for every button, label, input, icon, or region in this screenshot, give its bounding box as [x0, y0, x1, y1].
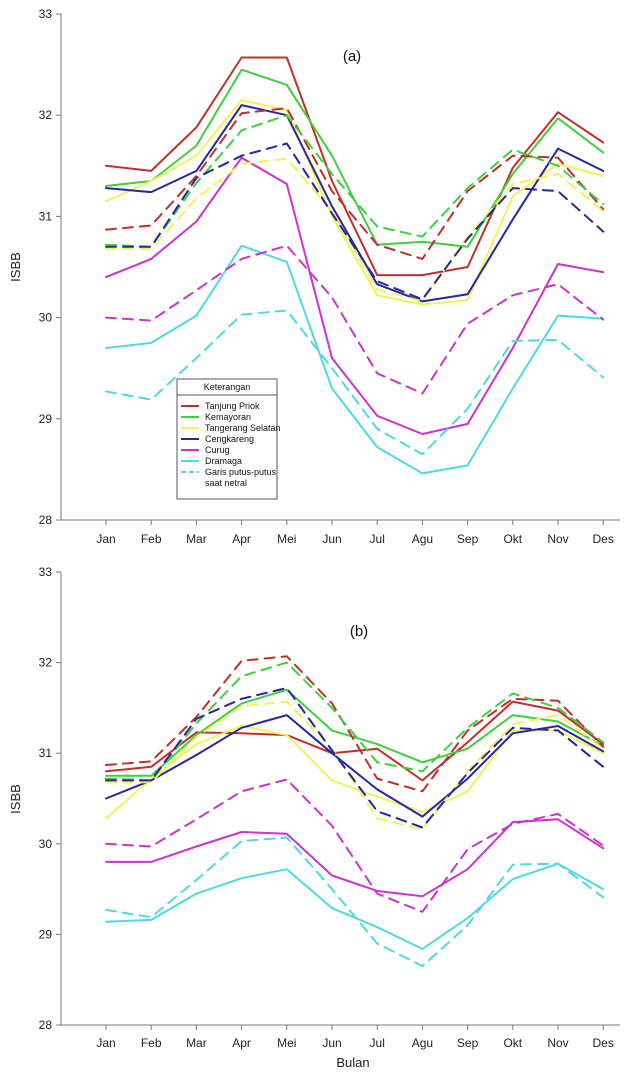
panel-a-x-tick-label: Sep — [457, 532, 479, 546]
panel-b-x-tick-label: Agu — [412, 1036, 433, 1050]
panel-b-x-axis-title: Bulan — [336, 1055, 369, 1070]
panel-b-series-kemayoran-neutral-dashed-line — [105, 661, 605, 782]
panel-a-y-tick-label: 29 — [39, 412, 53, 426]
panel-a-x-tick-label: Jun — [322, 532, 341, 546]
panel-a-x-tick-label: Des — [593, 532, 614, 546]
panel-b: (b) ISBB Bulan 28 29 30 31 32 33 Jan Feb Mar Apr… — [8, 565, 620, 1070]
legend-label-3: Cengkareng — [205, 434, 254, 444]
legend-label-4: Curug — [205, 445, 230, 455]
panel-a-x-tick-label: Agu — [412, 532, 433, 546]
panel-a-y-axis-title: ISBB — [8, 252, 23, 282]
panel-a: (a) ISBB 28 29 30 31 32 33 Jan Feb Mar Apr Mei Jun… — [8, 7, 620, 546]
legend-label-6: Garis putus-putus — [205, 467, 277, 477]
panel-b-x-tick-label: Mar — [186, 1036, 207, 1050]
panel-b-series-tangerang-selatan-line — [105, 725, 605, 820]
panel-a-y-ticks: 28 29 30 31 32 33 — [39, 7, 61, 527]
panel-b-series-tanjung-priok-neutral-dashed-line — [105, 655, 605, 793]
panel-b-x-tick-label: Jul — [370, 1036, 385, 1050]
panel-a-series-tanjung-priok-line — [105, 56, 605, 277]
panel-b-label: (b) — [350, 623, 368, 640]
panel-b-series-cengkareng-neutral-dashed-line — [105, 687, 605, 829]
panel-a-series — [105, 56, 605, 475]
panel-a-series-dramaga-line — [105, 244, 605, 475]
panel-a-series-tanjung-priok-neutral-dashed-line — [105, 107, 605, 260]
panel-b-y-tick-label: 31 — [39, 746, 53, 760]
legend-label-5: Dramaga — [205, 456, 242, 466]
panel-b-y-tick-label: 28 — [39, 1018, 53, 1032]
panel-a-y-tick-label: 33 — [39, 7, 53, 21]
panel-a-series-dramaga-neutral-dashed-line — [105, 309, 605, 456]
panel-a-y-tick-label: 31 — [39, 209, 53, 223]
panel-a-x-tick-label: Jan — [96, 532, 115, 546]
panel-b-x-ticks: Jan Feb Mar Apr Mei Jun Jul Agu Sep Okt Nov Des — [96, 1025, 614, 1050]
legend-label-1: Kemayoran — [205, 412, 251, 422]
legend-title: Keterangan — [204, 382, 251, 392]
panel-a-x-tick-label: Jul — [370, 532, 385, 546]
panel-b-x-tick-label: Jan — [96, 1036, 115, 1050]
panel-b-x-tick-label: Nov — [547, 1036, 568, 1050]
panel-a-series-cengkareng-neutral-dashed-line — [105, 142, 605, 301]
panel-b-x-tick-label: Des — [593, 1036, 614, 1050]
panel-b-x-tick-label: Okt — [503, 1036, 522, 1050]
legend-label-2: Tangerang Selatan — [205, 423, 281, 433]
panel-b-x-tick-label: Feb — [141, 1036, 162, 1050]
legend-label-0: Tanjung Priok — [205, 401, 260, 411]
panel-b-series-cengkareng-line — [105, 714, 605, 818]
panel-b-series-dramaga-line — [105, 862, 605, 950]
panel-a-y-tick-label: 32 — [39, 108, 53, 122]
panel-b-series-tangerang-selatan-neutral-dashed-line — [105, 700, 605, 831]
panel-b-x-tick-label: Sep — [457, 1036, 479, 1050]
panel-a-x-tick-label: Mei — [277, 532, 296, 546]
panel-a-x-ticks: Jan Feb Mar Apr Mei Jun Jul Agu Sep Okt Nov Des — [96, 520, 614, 546]
panel-a-x-tick-label: Feb — [141, 532, 162, 546]
panel-a-x-tick-label: Nov — [547, 532, 568, 546]
panel-a-x-tick-label: Mar — [186, 532, 207, 546]
legend-label-7: saat netral — [205, 478, 247, 488]
panel-b-series — [105, 655, 605, 968]
panel-b-x-tick-label: Apr — [232, 1036, 251, 1050]
panel-b-y-ticks: 28 29 30 31 32 33 — [39, 565, 61, 1032]
panel-b-series-curug-line — [105, 818, 605, 898]
panel-a-x-tick-label: Apr — [232, 532, 251, 546]
panel-a-series-curug-line — [105, 156, 605, 435]
panel-a-y-tick-label: 28 — [39, 513, 53, 527]
panel-b-y-axis-title: ISBB — [8, 784, 23, 814]
panel-b-y-tick-label: 30 — [39, 837, 53, 851]
panel-a-series-kemayoran-neutral-dashed-line — [105, 114, 605, 248]
panel-b-y-tick-label: 29 — [39, 927, 53, 941]
panel-a-y-tick-label: 30 — [39, 311, 53, 325]
panel-b-series-kemayoran-line — [105, 688, 605, 777]
legend: Keterangan Tanjung PriokKemayoranTangera… — [176, 378, 281, 500]
panel-a-series-tangerang-selatan-neutral-dashed-line — [105, 157, 605, 303]
panel-a-x-tick-label: Okt — [503, 532, 522, 546]
panel-a-series-curug-neutral-dashed-line — [105, 244, 605, 395]
panel-a-label: (a) — [343, 48, 361, 65]
panel-b-x-tick-label: Jun — [322, 1036, 341, 1050]
panel-a-series-kemayoran-line — [105, 68, 605, 248]
panel-b-series-curug-neutral-dashed-line — [105, 778, 605, 913]
panel-b-y-tick-label: 33 — [39, 565, 53, 579]
panel-a-series-cengkareng-line — [105, 104, 605, 303]
panel-b-series-tanjung-priok-line — [105, 700, 605, 782]
panel-a-series-tangerang-selatan-line — [105, 99, 605, 306]
panel-b-y-tick-label: 32 — [39, 656, 53, 670]
panel-b-x-tick-label: Mei — [277, 1036, 296, 1050]
panel-b-series-dramaga-neutral-dashed-line — [105, 836, 605, 968]
